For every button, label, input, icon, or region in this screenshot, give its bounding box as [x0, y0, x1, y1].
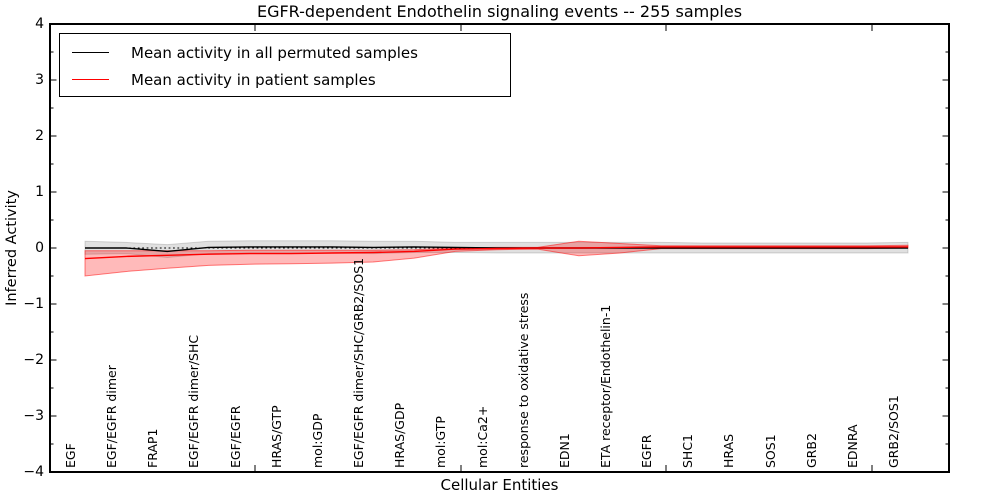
x-tick-label: GRB2/SOS1: [886, 395, 901, 468]
legend: Mean activity in all permuted samples Me…: [59, 33, 511, 97]
x-tick-label: mol:Ca2+: [474, 405, 490, 468]
patient-line-swatch-icon: [72, 79, 109, 80]
permuted-line-swatch-icon: [72, 52, 109, 53]
y-tick-label: 3: [35, 72, 44, 88]
x-tick-label: GRB2: [803, 433, 819, 468]
y-tick-label: 4: [35, 16, 44, 32]
x-axis-label: Cellular Entities: [440, 476, 559, 494]
x-tick-label: mol:GTP: [433, 416, 449, 468]
x-tick-label: EGFR: [639, 434, 655, 468]
y-tick-label: 1: [35, 184, 44, 200]
x-tick-label: HRAS/GTP: [268, 405, 284, 468]
x-tick-label: HRAS/GDP: [392, 402, 408, 468]
x-tick-label: HRAS: [721, 433, 737, 468]
legend-label-permuted: Mean activity in all permuted samples: [131, 43, 418, 62]
x-tick-label: SHC1: [680, 433, 696, 468]
legend-item-permuted: Mean activity in all permuted samples: [72, 39, 510, 66]
x-tick-label: EGF/EGFR dimer/SHC/GRB2/SOS1: [351, 257, 367, 468]
chart-title: EGFR-dependent Endothelin signaling even…: [256, 2, 743, 21]
y-tick-label: −2: [23, 352, 44, 368]
legend-label-patient: Mean activity in patient samples: [131, 70, 376, 89]
x-tick-label: EDNRA: [844, 424, 860, 468]
x-tick-label: SOS1: [762, 434, 778, 468]
x-tick-label: EGF/EGFR: [227, 405, 243, 468]
x-tick-label: EGF/EGFR dimer: [104, 365, 120, 468]
x-tick-label: EGF: [63, 443, 78, 468]
x-tick-label: response to oxidative stress: [515, 292, 531, 468]
y-tick-label: −3: [23, 408, 44, 424]
x-tick-label: ETA receptor/Endothelin-1: [597, 304, 613, 468]
y-tick-label: −4: [23, 464, 44, 480]
y-tick-label: 2: [35, 128, 44, 144]
x-tick-label: EGF/EGFR dimer/SHC: [186, 334, 202, 468]
y-tick-label: 0: [35, 240, 44, 256]
x-tick-label: mol:GDP: [309, 413, 325, 468]
x-tick-label: FRAP1: [145, 428, 161, 468]
x-tick-label: EDN1: [556, 433, 572, 468]
y-tick-label: −1: [23, 296, 44, 312]
legend-item-patient: Mean activity in patient samples: [72, 66, 510, 93]
